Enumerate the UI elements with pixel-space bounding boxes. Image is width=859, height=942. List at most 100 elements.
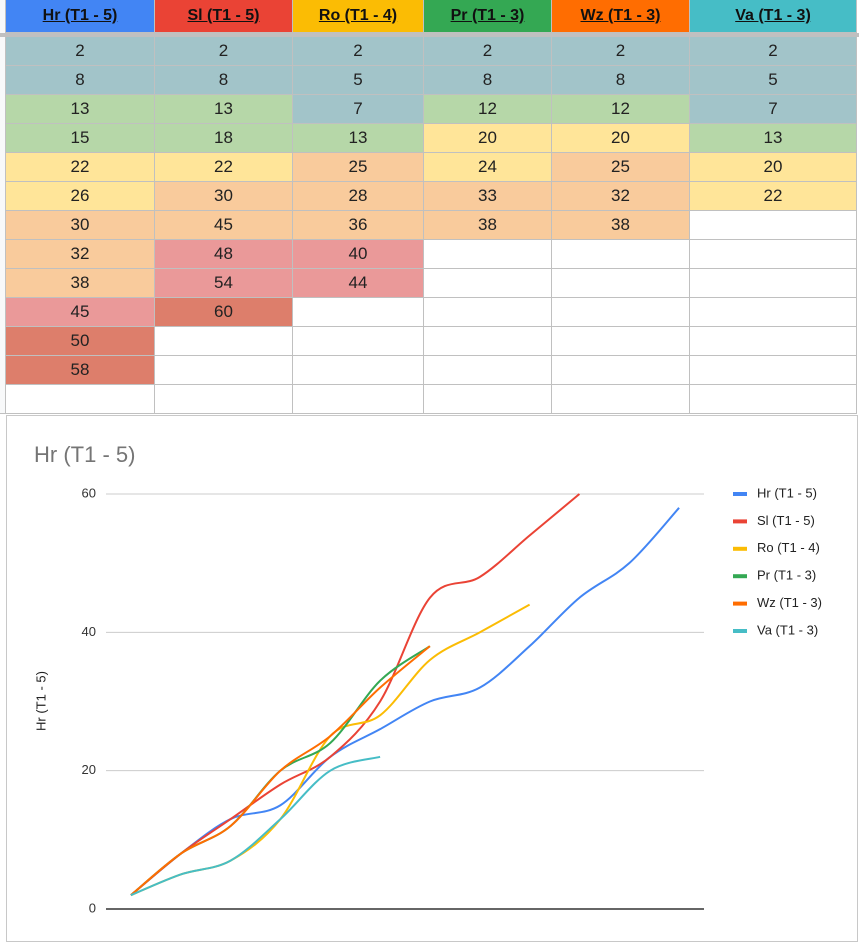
cell: 22 [155,153,293,182]
cell: 38 [6,269,155,298]
header-separator [0,33,859,37]
column-header: Ro (T1 - 4) [293,0,424,33]
empty-cell [293,327,424,356]
empty-cell [690,327,857,356]
legend-label: Sl (T1 - 5) [757,513,815,528]
column-header: Wz (T1 - 3) [552,0,690,33]
column-header: Pr (T1 - 3) [424,0,552,33]
cell: 26 [6,182,155,211]
y-tick-label: 60 [82,485,96,500]
empty-cell [552,298,690,327]
empty-cell [690,356,857,385]
legend-label: Hr (T1 - 5) [757,485,817,500]
cell: 22 [690,182,857,211]
column-header: Sl (T1 - 5) [155,0,293,33]
series-line [130,645,431,896]
y-tick-label: 40 [82,624,96,639]
empty-cell [552,385,690,414]
chart-title: Hr (T1 - 5) [34,442,135,467]
cell: 2 [690,37,857,66]
cell: 13 [690,124,857,153]
cell: 18 [155,124,293,153]
cell: 25 [552,153,690,182]
cell: 5 [690,66,857,95]
cell: 32 [6,240,155,269]
cell: 38 [552,211,690,240]
cell: 2 [6,37,155,66]
empty-cell [552,356,690,385]
empty-cell [155,356,293,385]
cell: 60 [155,298,293,327]
cell: 2 [293,37,424,66]
cell: 32 [552,182,690,211]
y-tick-label: 20 [82,762,96,777]
cell: 8 [424,66,552,95]
empty-cell [424,327,552,356]
empty-cell [552,327,690,356]
chart: Hr (T1 - 5) Hr (T1 - 5) 0 20 40 60 Hr (T1 - … [33,442,822,916]
cell: 2 [424,37,552,66]
empty-cell [424,269,552,298]
cell: 50 [6,327,155,356]
empty-cell [690,385,857,414]
empty-cell [155,385,293,414]
cell: 22 [6,153,155,182]
cell: 12 [424,95,552,124]
empty-cell [155,327,293,356]
empty-cell [424,240,552,269]
cell: 7 [690,95,857,124]
cell: 20 [424,124,552,153]
empty-cell [552,269,690,298]
series-line [130,603,531,897]
cell: 58 [6,356,155,385]
series-line [130,755,381,897]
cell: 7 [293,95,424,124]
cell: 45 [155,211,293,240]
cell: 13 [155,95,293,124]
cell: 33 [424,182,552,211]
y-axis-label: Hr (T1 - 5) [33,671,48,731]
empty-cell [293,298,424,327]
cell: 13 [6,95,155,124]
cell: 20 [690,153,857,182]
empty-cell [690,211,857,240]
cell: 12 [552,95,690,124]
empty-cell [690,240,857,269]
chart-panel: Hr (T1 - 5) Hr (T1 - 5) 0 20 40 60 Hr (T1 - … [6,415,858,942]
cell: 36 [293,211,424,240]
cell: 8 [552,66,690,95]
cell: 45 [6,298,155,327]
column-header: Va (T1 - 3) [690,0,857,33]
cell: 44 [293,269,424,298]
cell: 20 [552,124,690,153]
cell: 30 [6,211,155,240]
empty-cell [690,298,857,327]
cell: 5 [293,66,424,95]
cell: 2 [155,37,293,66]
empty-cell [552,240,690,269]
legend-label: Wz (T1 - 3) [757,595,822,610]
cell: 25 [293,153,424,182]
cell: 28 [293,182,424,211]
cell: 8 [155,66,293,95]
cell: 2 [552,37,690,66]
empty-cell [6,385,155,414]
empty-cell [424,385,552,414]
empty-cell [424,298,552,327]
cell: 40 [293,240,424,269]
cell: 24 [424,153,552,182]
empty-cell [293,356,424,385]
cell: 30 [155,182,293,211]
row-header [0,0,6,414]
cell: 8 [6,66,155,95]
cell: 38 [424,211,552,240]
empty-cell [424,356,552,385]
legend-label: Pr (T1 - 3) [757,568,816,583]
y-tick-label: 0 [89,900,96,915]
cell: 15 [6,124,155,153]
legend-label: Va (T1 - 3) [757,622,818,637]
legend-label: Ro (T1 - 4) [757,540,820,555]
cell: 13 [293,124,424,153]
empty-cell [293,385,424,414]
